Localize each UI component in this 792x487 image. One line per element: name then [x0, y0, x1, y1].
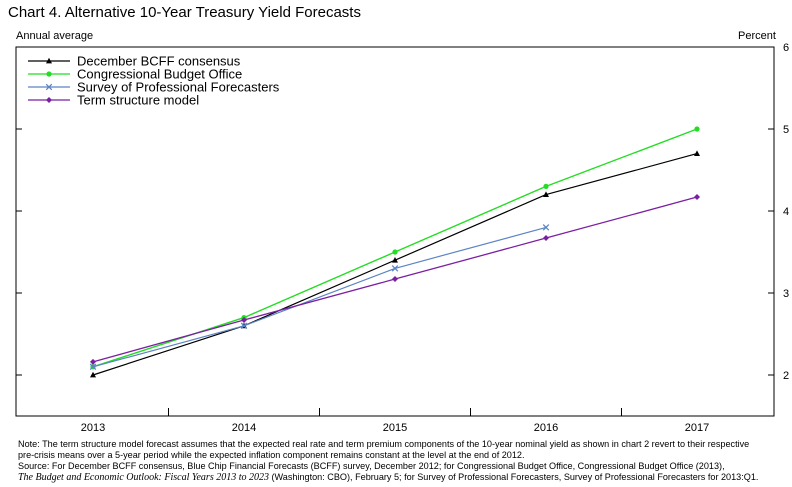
x-tick-label: 2013 [81, 422, 105, 434]
data-point-3 [694, 194, 700, 201]
chart-note: Note: The term structure model forecast … [18, 439, 788, 461]
data-point-3 [543, 235, 549, 242]
legend-label-0: December BCFF consensus [77, 54, 241, 69]
legend-label-1: Congressional Budget Office [77, 67, 242, 82]
legend-label-2: Survey of Professional Forecasters [77, 80, 280, 95]
x-tick-label: 2017 [685, 422, 709, 434]
note-line-1: Note: The term structure model forecast … [18, 439, 750, 449]
legend-label-3: Term structure model [77, 93, 199, 108]
y-tick-label: 2 [783, 370, 789, 382]
data-point-2 [542, 224, 550, 231]
data-point-2 [391, 265, 399, 272]
x-tick-label: 2014 [232, 422, 256, 434]
y-axis-ticks: 2 3 4 5 6 [16, 42, 789, 382]
data-point-0 [694, 150, 700, 156]
source-line-2: The Budget and Economic Outlook: Fiscal … [18, 472, 788, 483]
y-tick-label: 6 [783, 42, 789, 54]
left-axis-unit: Annual average [16, 30, 94, 42]
chart-source: Source: For December BCFF consensus, Blu… [18, 461, 788, 483]
source-line-2-rest: (Washington: CBO), February 5; for Surve… [269, 472, 759, 483]
x-tick-label: 2015 [383, 422, 407, 434]
plot-border [15, 46, 775, 417]
data-point-1 [543, 183, 549, 189]
chart-plot: 2 3 4 5 6 2013 2014 2015 2016 2017 December BCFF… [15, 42, 789, 434]
legend-marker-1 [46, 71, 52, 77]
data-point-3 [90, 358, 96, 365]
x-tick-label: 2016 [534, 422, 558, 434]
series-line-1 [92, 128, 698, 368]
legend-marker-3 [46, 97, 52, 103]
note-line-2: pre-crisis means over a 5-year period wh… [18, 450, 525, 461]
y-tick-label: 4 [783, 206, 789, 218]
data-point-3 [392, 276, 398, 283]
legend-marker-0 [46, 57, 52, 64]
data-point-2 [89, 363, 97, 371]
plot-frame [15, 46, 775, 417]
y-tick-label: 3 [783, 288, 789, 300]
legend-marker-2 [45, 83, 53, 91]
series-lines [89, 126, 700, 378]
data-point-3 [241, 317, 247, 324]
right-axis-unit: Percent [738, 30, 776, 42]
data-point-1 [694, 126, 700, 132]
chart-title: Chart 4. Alternative 10-Year Treasury Yi… [8, 4, 361, 21]
source-publication-title: The Budget and Economic Outlook: Fiscal … [18, 472, 269, 484]
data-point-2 [240, 322, 248, 330]
data-point-0 [392, 257, 398, 263]
source-line-1: Source: For December BCFF consensus, Blu… [18, 461, 725, 471]
data-point-0 [90, 371, 96, 378]
data-point-1 [392, 249, 398, 255]
x-axis-ticks: 2013 2014 2015 2016 2017 [81, 408, 709, 434]
y-tick-label: 5 [783, 124, 789, 136]
data-point-0 [543, 191, 549, 197]
series-line-2 [92, 226, 547, 368]
